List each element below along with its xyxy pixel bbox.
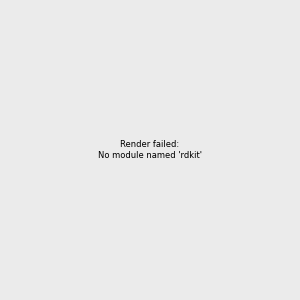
Text: Render failed:
No module named 'rdkit': Render failed: No module named 'rdkit': [98, 140, 202, 160]
